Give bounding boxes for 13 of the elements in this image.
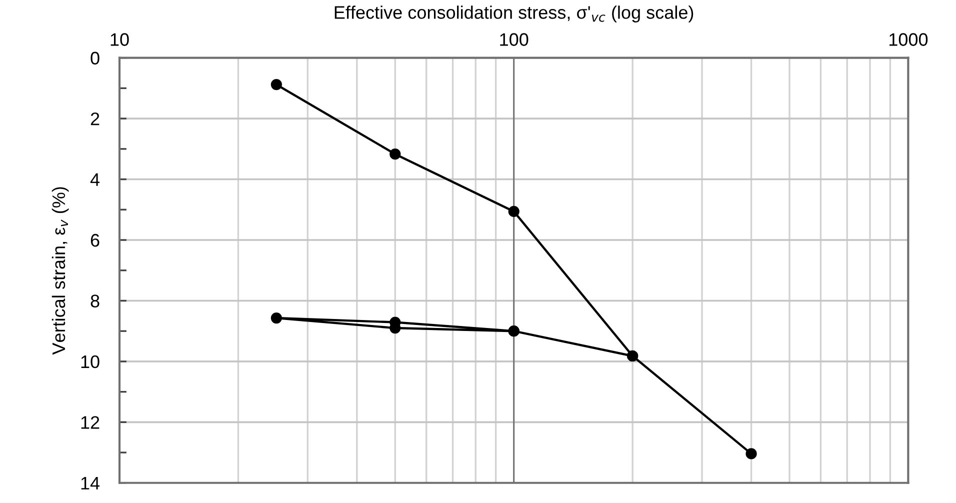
x-tick-label: 100	[500, 33, 528, 46]
y-tick-label: 12	[81, 416, 100, 429]
x-tick-label: 1000	[889, 33, 928, 46]
x-tick-label: 10	[110, 33, 129, 46]
y-tick-label: 8	[90, 294, 100, 308]
y-tick-label: 6	[90, 234, 100, 247]
x-axis-title: Effective consolidation stress, σ'$_{vc}$ (log scale)	[334, 6, 694, 22]
y-axis-title: Vertical strain, ε$_{v}$ (%)	[52, 187, 69, 355]
y-tick-label: 14	[81, 477, 100, 490]
y-tick-label: 0	[90, 52, 100, 65]
y-tick-label: 2	[90, 112, 100, 126]
y-tick-label: 10	[81, 355, 100, 368]
y-tick-label: 4	[90, 173, 100, 186]
